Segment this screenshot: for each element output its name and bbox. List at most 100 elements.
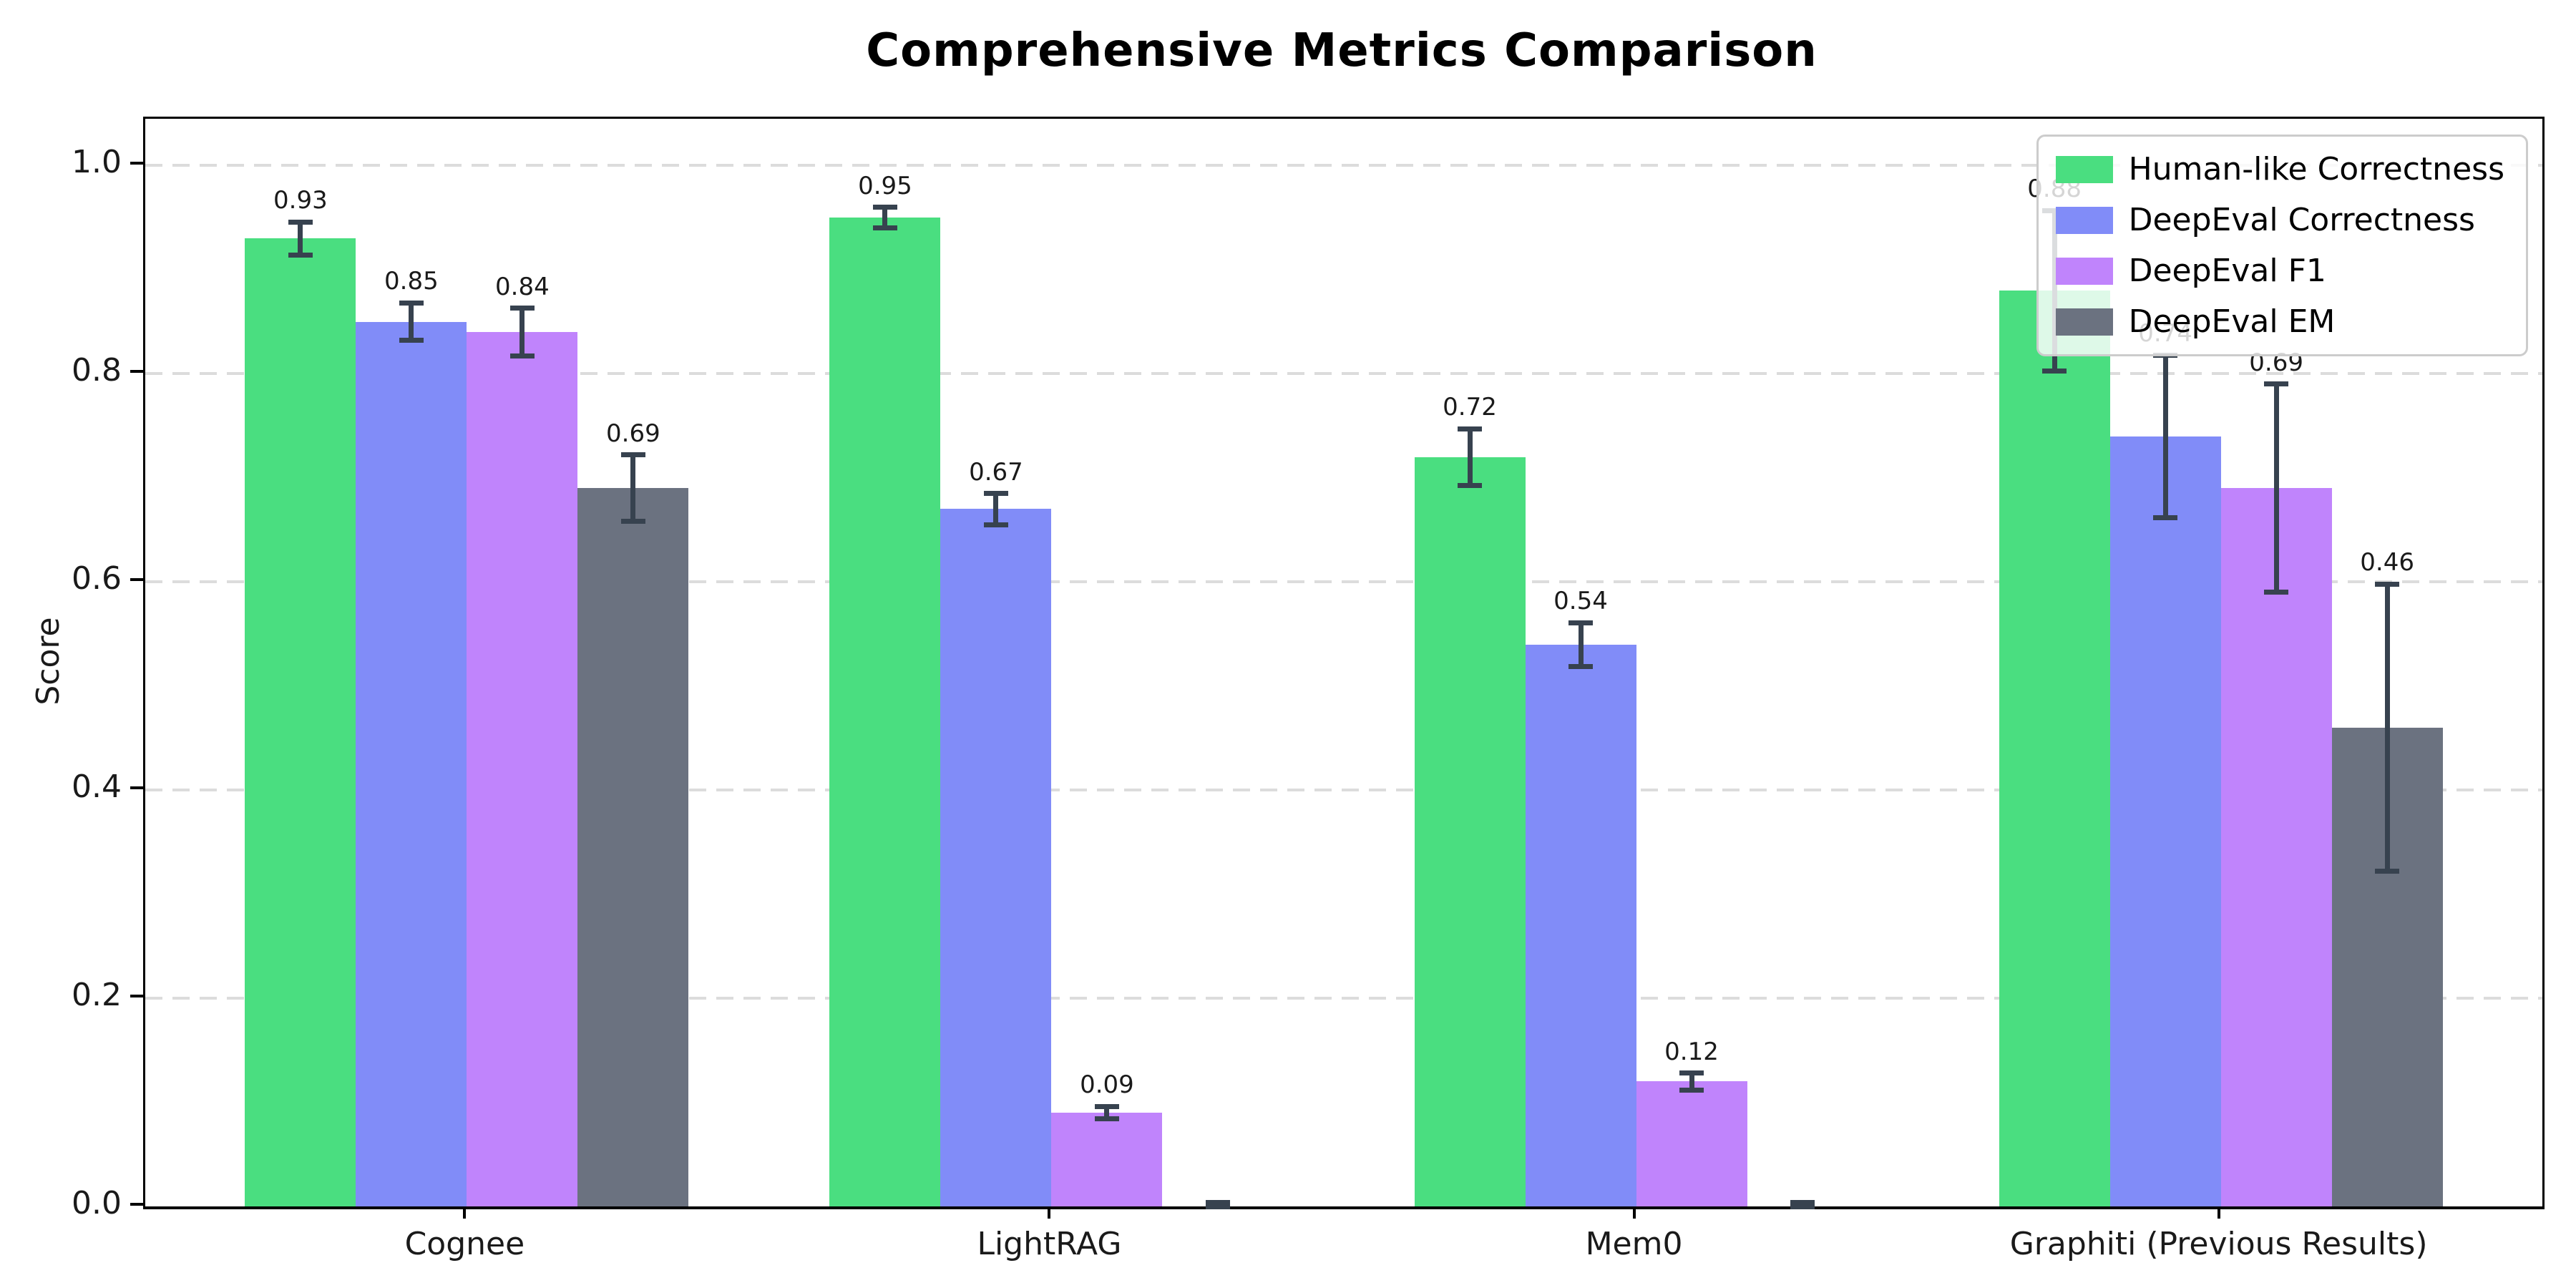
y-tick-label: 0.0 bbox=[72, 1185, 122, 1221]
bar bbox=[2220, 488, 2332, 1206]
chart-title: Comprehensive Metrics Comparison bbox=[866, 24, 1818, 77]
x-tick-mark bbox=[463, 1207, 467, 1219]
gridline bbox=[145, 580, 2542, 584]
error-bar-cap bbox=[1094, 1103, 1119, 1109]
legend-swatch-icon bbox=[2055, 206, 2113, 234]
y-tick-label: 0.8 bbox=[72, 352, 122, 389]
x-tick-label: Mem0 bbox=[1585, 1226, 1683, 1262]
y-tick-label: 0.4 bbox=[72, 769, 122, 806]
bar-value-label: 0.85 bbox=[384, 267, 439, 296]
error-bar-cap bbox=[1568, 620, 1594, 625]
y-tick-mark bbox=[130, 786, 143, 790]
legend-label: DeepEval EM bbox=[2128, 303, 2336, 340]
bar bbox=[1525, 644, 1636, 1206]
gridline bbox=[145, 372, 2542, 376]
error-bar-cap bbox=[399, 338, 424, 343]
error-bar-cap bbox=[1094, 1116, 1119, 1122]
y-tick-label: 1.0 bbox=[72, 144, 122, 181]
bar-value-label: 0.93 bbox=[273, 186, 328, 215]
legend: Human-like Correctness DeepEval Correctne… bbox=[2036, 135, 2528, 356]
y-axis-label: Score bbox=[30, 617, 67, 706]
error-bar-cap bbox=[2264, 381, 2289, 387]
y-tick-mark bbox=[130, 162, 143, 165]
bar bbox=[577, 488, 689, 1206]
bar-value-label: 0.54 bbox=[1553, 587, 1608, 615]
error-bar-cap bbox=[1205, 1204, 1230, 1209]
error-bar-cap bbox=[1679, 1070, 1704, 1076]
error-bar bbox=[2384, 584, 2390, 872]
x-tick-label: LightRAG bbox=[977, 1226, 1122, 1262]
error-bar-cap bbox=[1679, 1087, 1704, 1093]
error-bar-cap bbox=[620, 452, 645, 458]
error-bar-cap bbox=[2264, 590, 2289, 595]
error-bar-cap bbox=[2042, 368, 2067, 374]
bar-value-label: 0.69 bbox=[606, 419, 660, 448]
error-bar bbox=[630, 454, 636, 522]
gridline bbox=[145, 789, 2542, 792]
bar bbox=[1051, 1113, 1163, 1206]
legend-swatch-icon bbox=[2055, 155, 2113, 183]
plot-area: Human-like Correctness DeepEval Correctne… bbox=[143, 117, 2545, 1209]
error-bar-cap bbox=[288, 253, 313, 258]
error-bar bbox=[993, 493, 999, 525]
bar-value-label: 0.67 bbox=[969, 457, 1023, 487]
error-bar-cap bbox=[872, 205, 897, 210]
error-bar bbox=[519, 308, 525, 356]
bar-value-label: 0.95 bbox=[858, 171, 912, 200]
y-tick-mark bbox=[130, 578, 143, 582]
error-bar-cap bbox=[983, 491, 1008, 497]
bar-value-label: 0.84 bbox=[495, 272, 550, 301]
bar bbox=[1999, 291, 2110, 1206]
x-tick-mark bbox=[1048, 1207, 1051, 1219]
x-tick-mark bbox=[2217, 1207, 2220, 1219]
error-bar-cap bbox=[1205, 1199, 1230, 1205]
y-tick-mark bbox=[130, 370, 143, 374]
bar-value-label: 0.72 bbox=[1443, 393, 1497, 422]
y-tick-mark bbox=[130, 1203, 143, 1206]
error-bar-cap bbox=[1568, 663, 1594, 669]
error-bar-cap bbox=[1790, 1199, 1815, 1205]
legend-swatch-icon bbox=[2055, 257, 2113, 285]
bar bbox=[829, 218, 941, 1206]
error-bar bbox=[1104, 1106, 1110, 1119]
legend-item: Human-like Correctness bbox=[2055, 151, 2504, 187]
error-bar-cap bbox=[1458, 482, 1483, 488]
y-tick-label: 0.6 bbox=[72, 560, 122, 597]
error-bar-cap bbox=[2375, 869, 2400, 874]
gridline bbox=[145, 997, 2542, 1000]
bar bbox=[467, 332, 578, 1206]
legend-item: DeepEval F1 bbox=[2055, 253, 2504, 289]
bar bbox=[940, 509, 1052, 1206]
error-bar bbox=[882, 207, 888, 228]
error-bar-cap bbox=[509, 353, 535, 359]
error-bar-cap bbox=[2375, 581, 2400, 587]
bar-value-label: 0.09 bbox=[1080, 1070, 1134, 1100]
x-tick-mark bbox=[1632, 1207, 1636, 1219]
error-bar-cap bbox=[2153, 514, 2178, 520]
error-bar-cap bbox=[1790, 1204, 1815, 1209]
legend-swatch-icon bbox=[2055, 308, 2113, 336]
error-bar-cap bbox=[399, 300, 424, 306]
gridline bbox=[145, 164, 2542, 167]
legend-item: DeepEval EM bbox=[2055, 303, 2504, 340]
bar bbox=[1414, 457, 1526, 1206]
y-tick-label: 0.2 bbox=[72, 977, 122, 1014]
legend-item: DeepEval Correctness bbox=[2055, 202, 2504, 238]
x-tick-label: Graphiti (Previous Results) bbox=[2009, 1226, 2428, 1262]
y-tick-mark bbox=[130, 995, 143, 998]
error-bar-cap bbox=[509, 306, 535, 311]
error-bar-cap bbox=[872, 225, 897, 231]
legend-label: DeepEval Correctness bbox=[2128, 202, 2475, 238]
error-bar bbox=[2162, 355, 2168, 518]
error-bar-cap bbox=[288, 219, 313, 225]
error-bar bbox=[1578, 623, 1584, 667]
bar-value-label: 0.46 bbox=[2360, 548, 2414, 577]
error-bar-cap bbox=[1458, 426, 1483, 431]
error-bar-cap bbox=[620, 519, 645, 525]
error-bar bbox=[1467, 429, 1473, 485]
error-bar bbox=[298, 222, 303, 255]
error-bar-cap bbox=[983, 522, 1008, 527]
error-bar bbox=[409, 303, 414, 341]
legend-label: DeepEval F1 bbox=[2128, 253, 2326, 289]
